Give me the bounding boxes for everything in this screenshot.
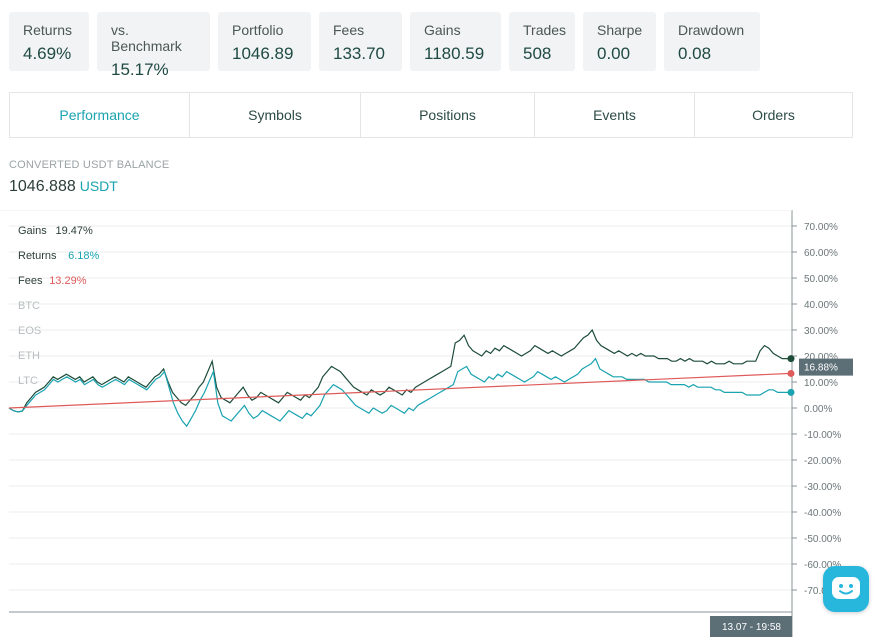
stat-gains: Gains 1180.59 [410,12,501,71]
current-value-label: 16.88% [804,363,838,374]
stat-label: Fees [333,22,365,38]
legend-eos: EOS [18,325,41,337]
series-endpoint-fees [787,369,795,377]
stat-label: Trades [523,22,567,38]
stat-value: 4.69% [23,44,72,63]
tab-orders[interactable]: Orders [694,92,853,138]
series-line-gains [8,328,791,413]
chat-smiley-icon [832,577,860,599]
y-tick-label: -30.00% [804,482,841,493]
chart-svg[interactable]: 70.00% 60.00% 50.00% 40.00% 30.00% 20.00% 10.0… [0,209,875,637]
legend-eth: ETH [18,350,40,362]
legend-value-gains: 19.47% [56,225,94,237]
stat-fees: Fees 133.70 [319,12,402,71]
chat-button[interactable] [823,566,869,612]
stat-label: Drawdown [678,22,745,38]
tab-performance[interactable]: Performance [9,92,190,138]
y-tick-label: -40.00% [804,508,841,519]
stat-value: 0.00 [597,44,631,63]
tab-symbols[interactable]: Symbols [189,92,361,138]
crosshair-time-badge [710,616,792,637]
stat-label: vs. Benchmark [111,22,182,54]
stat-label: Sharpe [597,22,643,38]
legend-gains: Gains [18,225,47,237]
performance-chart[interactable]: 70.00% 60.00% 50.00% 40.00% 30.00% 20.00% 10.0… [0,209,875,637]
tab-positions[interactable]: Positions [360,92,535,138]
crosshair-time-label: 13.07 - 19:58 [722,622,781,633]
legend-returns: Returns [18,250,57,262]
stat-value: 15.17% [111,60,169,79]
legend-value-returns: 6.18% [68,250,99,262]
stat-value: 0.08 [678,44,712,63]
y-tick-label: 50.00% [804,274,838,285]
y-tick-label: 0.00% [804,404,832,415]
balance-value: 1046.888 USDT [9,178,118,196]
series-line-returns [8,357,791,428]
balance-unit: USDT [79,178,118,194]
y-tick-label: 70.00% [804,222,838,233]
stat-value: 133.70 [333,44,385,63]
current-value-badge [799,358,853,376]
series-line-fees [8,372,792,409]
stat-label: Portfolio [232,22,284,38]
stats-row: Returns 4.69% vs. Benchmark 15.17% Portfolio… [9,12,760,79]
legend-ltc: LTC [18,375,38,387]
series-endpoint-returns [787,388,795,396]
legend-fees: Fees [18,275,43,287]
y-tick-label: -20.00% [804,456,841,467]
y-tick-label: -50.00% [804,534,841,545]
stat-trades: Trades 508 [509,12,575,71]
legend-value-fees: 13.29% [49,275,87,287]
stat-label: Gains [424,22,461,38]
stat-sharpe: Sharpe 0.00 [583,12,656,71]
y-tick-label: -60.00% [804,560,841,571]
y-tick-label: 40.00% [804,300,838,311]
balance-amount: 1046.888 [9,178,76,195]
stat-vs-benchmark: vs. Benchmark 15.17% [97,12,210,79]
series-endpoint-gains [787,355,795,363]
legend-btc: BTC [18,300,40,312]
y-tick-label: -10.00% [804,430,841,441]
y-tick-label: 20.00% [804,352,838,363]
stat-drawdown: Drawdown 0.08 [664,12,760,71]
y-tick-label: -70.00% [804,586,841,597]
y-tick-label: 60.00% [804,248,838,259]
y-tick-label: 30.00% [804,326,838,337]
tab-bar: Performance Symbols Positions Events Orders [9,92,853,138]
tab-events[interactable]: Events [534,92,695,138]
balance-label: CONVERTED USDT BALANCE [9,159,170,171]
stat-value: 1180.59 [424,44,485,63]
stat-value: 1046.89 [232,44,294,63]
stat-portfolio: Portfolio 1046.89 [218,12,311,71]
stat-label: Returns [23,22,73,38]
stat-value: 508 [523,44,552,63]
y-tick-label: 10.00% [804,378,838,389]
stat-returns: Returns 4.69% [9,12,89,71]
